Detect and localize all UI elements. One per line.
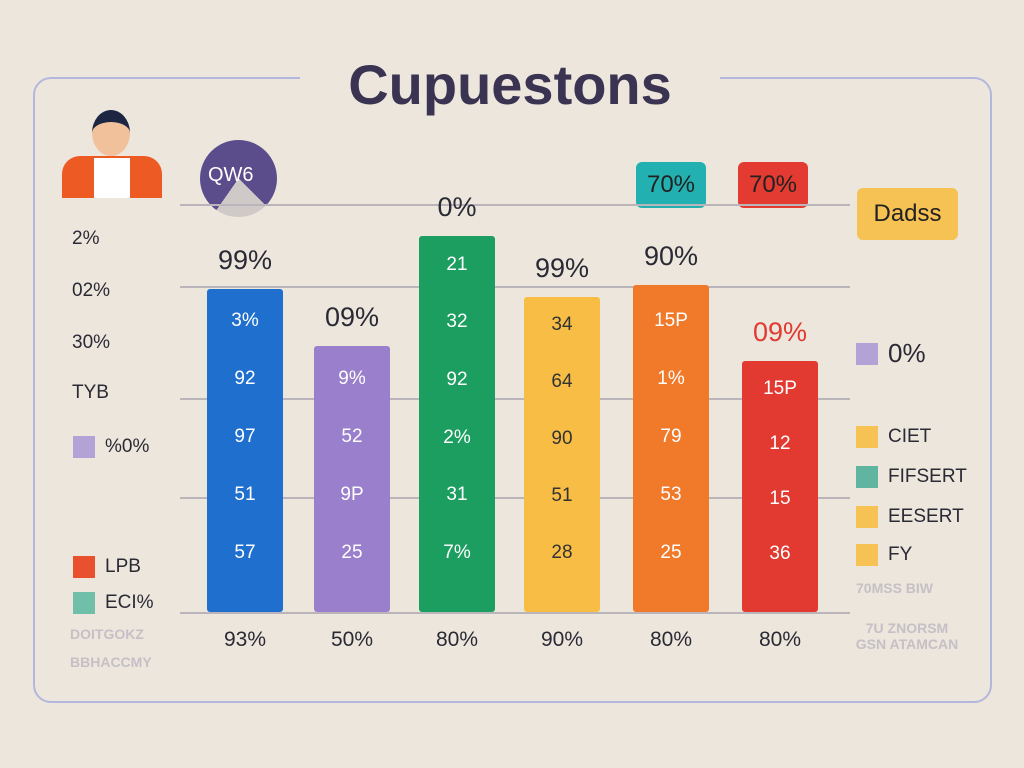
pie-label: QW6	[208, 164, 254, 186]
swatch-icon	[73, 556, 95, 578]
legend-label: 0%	[888, 338, 926, 368]
bar-inner-label: 57	[234, 542, 256, 563]
bar-bottom-label: 80%	[758, 628, 802, 651]
bar-top-label: 99%	[217, 245, 273, 275]
bar-top-label: 09%	[324, 302, 380, 332]
swatch-icon	[856, 506, 878, 528]
right-legend-pct: 0%	[856, 338, 926, 369]
bar-inner-label: 51	[551, 485, 573, 507]
bar-inner-label: 36	[769, 543, 791, 565]
left-footnote: DOITGOKZ	[70, 626, 144, 642]
bar-inner-label: 25	[660, 542, 682, 563]
gridline	[180, 286, 850, 288]
bar-top-label: 09%	[752, 317, 808, 348]
bar-inner-label: 28	[551, 542, 573, 564]
bar-inner-label: 15P	[763, 377, 797, 399]
left-footnote: BBHACCMY	[70, 654, 152, 670]
gridline	[180, 398, 850, 400]
bar-inner-label: 32	[446, 311, 468, 333]
swatch-icon	[856, 466, 878, 488]
bar-inner-label: 1%	[657, 368, 685, 389]
bar-inner-label: 7%	[443, 542, 471, 564]
bar-inner-label: 79	[660, 426, 682, 447]
bar-bottom-label: 80%	[649, 628, 693, 651]
bar-inner-label: 34	[551, 314, 573, 336]
legend-label: FIFSERT	[888, 466, 967, 487]
bar-inner-label: 52	[341, 426, 363, 447]
bar-inner-label: 12	[769, 432, 791, 454]
bar-inner-label: 90	[551, 428, 573, 450]
badge-teal: 70%	[636, 162, 706, 208]
left-label: 02%	[72, 280, 111, 301]
legend-label: %0%	[105, 436, 150, 457]
legend-label: CIET	[888, 426, 932, 447]
bar-inner-label: 51	[234, 484, 256, 505]
right-legend-item: CIET	[856, 426, 931, 448]
legend-label: EESERT	[888, 506, 964, 527]
bar-inner-label: 25	[341, 542, 363, 563]
bar-red: 15P 12 15 36	[742, 361, 818, 612]
legend-label: ECI%	[105, 592, 154, 613]
bar-bottom-label: 93%	[223, 628, 267, 651]
bar-inner-label: 92	[446, 369, 468, 391]
chart-frame	[33, 77, 992, 703]
chart-title: Cupuestons	[300, 52, 720, 117]
right-footnote: 7U ZNORSM GSN ATAMCAN	[855, 620, 959, 652]
bar-inner-label: 15P	[654, 310, 688, 331]
bar-green: 21 32 92 2% 31 7%	[419, 235, 495, 612]
right-legend-item: FIFSERT	[856, 466, 967, 488]
swatch-icon	[73, 592, 95, 614]
bar-top-label: 90%	[643, 241, 699, 272]
bar-inner-label: 3%	[231, 310, 259, 331]
legend-label: FY	[888, 544, 913, 565]
swatch-icon	[856, 426, 878, 448]
avatar	[62, 110, 162, 200]
bar-inner-label: 21	[446, 253, 468, 275]
bar-inner-label: 92	[234, 368, 256, 389]
legend-label: LPB	[105, 556, 141, 577]
bar-purple: 9% 52 9P 25	[314, 346, 390, 612]
bar-orange: 15P 1% 79 53 25	[633, 285, 709, 612]
gridline	[180, 497, 850, 499]
swatch-icon	[856, 544, 878, 566]
bar-yellow: 34 64 90 51 28	[524, 296, 600, 612]
gridline	[180, 204, 850, 206]
bar-inner-label: 53	[660, 484, 682, 505]
bar-inner-label: 9%	[338, 368, 366, 389]
left-label: 30%	[72, 332, 111, 353]
left-legend-pct: %0%	[73, 436, 149, 458]
bar-blue: 3% 92 97 51 57	[207, 289, 283, 612]
badge-yellow: Dadss	[857, 188, 958, 240]
bar-inner-label: 2%	[443, 426, 471, 448]
bar-inner-label: 9P	[340, 484, 364, 505]
bar-inner-label: 15	[769, 488, 791, 510]
right-footnote: 70MSS BIW	[856, 580, 934, 596]
left-label: TYB	[72, 382, 109, 403]
bar-top-label: 99%	[534, 252, 590, 283]
swatch-icon	[73, 436, 95, 458]
bar-bottom-label: 80%	[435, 628, 479, 651]
left-legend-item: LPB	[73, 556, 141, 578]
bar-inner-label: 64	[551, 371, 573, 393]
gridline	[180, 612, 850, 614]
right-legend-item: FY	[856, 544, 912, 566]
bar-bottom-label: 90%	[540, 628, 584, 651]
right-legend-item: EESERT	[856, 506, 964, 528]
bar-inner-label: 31	[446, 484, 468, 506]
badge-red: 70%	[738, 162, 808, 208]
swatch-icon	[856, 342, 878, 365]
bar-top-label: 0%	[437, 191, 477, 222]
bar-bottom-label: 50%	[330, 628, 374, 651]
left-legend-item: ECI%	[73, 592, 154, 614]
left-label: 2%	[72, 228, 100, 249]
bar-inner-label: 97	[234, 426, 256, 447]
